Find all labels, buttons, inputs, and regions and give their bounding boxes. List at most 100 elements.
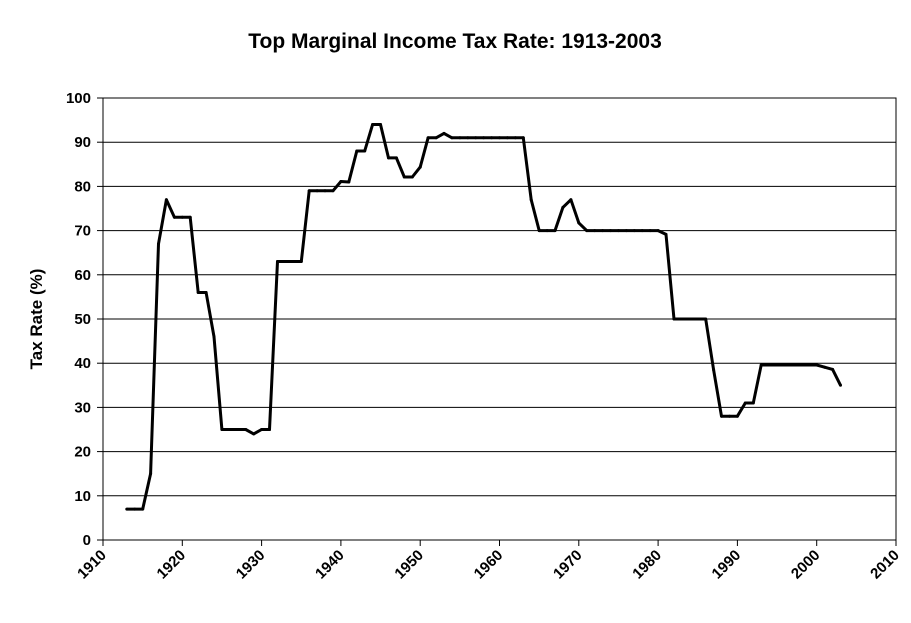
data-point-1943	[363, 149, 367, 153]
data-point-1921	[188, 215, 192, 219]
data-point-1917	[157, 242, 160, 246]
data-point-1995	[775, 363, 779, 367]
data-point-1941	[347, 180, 351, 184]
data-point-1936	[307, 189, 311, 193]
data-point-1967	[553, 229, 557, 233]
data-point-1922	[196, 291, 200, 294]
data-point-1966	[545, 229, 549, 233]
data-point-1988	[720, 414, 723, 418]
data-point-1971	[585, 229, 589, 233]
data-point-2003	[839, 383, 842, 387]
y-tick-label: 0	[83, 532, 91, 549]
data-point-1998	[799, 363, 803, 367]
y-tick-label: 80	[74, 178, 91, 195]
data-point-1934	[291, 260, 295, 263]
data-point-1942	[355, 149, 359, 153]
data-point-1973	[601, 229, 605, 233]
y-tick-label: 70	[74, 223, 91, 240]
x-tick-label: 1930	[233, 547, 269, 583]
data-point-1985	[696, 317, 700, 321]
data-point-1940	[339, 180, 343, 183]
data-point-1954	[450, 136, 454, 140]
data-point-1955	[458, 136, 462, 140]
data-point-1976	[624, 229, 628, 233]
x-axis-ticks: 1910 1920 1930 1940 1950 1960 1970 1980 1990 2000…	[74, 540, 903, 582]
data-point-1996	[783, 363, 787, 367]
y-tick-label: 20	[74, 444, 91, 461]
x-tick-label: 1980	[629, 547, 665, 583]
data-point-1970	[577, 221, 581, 225]
data-point-1986	[704, 317, 708, 321]
data-point-1959	[490, 136, 494, 140]
x-tick-label: 1920	[154, 547, 190, 583]
data-point-1975	[617, 229, 620, 233]
data-point-1991	[743, 401, 747, 405]
data-point-1990	[735, 414, 739, 418]
data-point-1956	[466, 136, 470, 140]
data-point-1958	[482, 136, 486, 140]
data-point-1926	[228, 428, 232, 431]
data-point-1925	[220, 428, 224, 431]
data-point-1935	[299, 260, 303, 263]
data-point-1968	[561, 205, 565, 209]
data-point-2002	[831, 367, 835, 371]
data-point-1997	[791, 363, 795, 367]
data-point-1918	[164, 198, 168, 202]
data-point-1969	[569, 198, 573, 202]
data-point-1980	[656, 229, 660, 233]
data-point-1953	[442, 131, 446, 135]
data-point-1963	[521, 136, 525, 140]
y-axis-label: Tax Rate (%)	[27, 269, 46, 370]
chart-title: Top Marginal Income Tax Rate: 1913-2003	[248, 30, 662, 53]
data-point-1984	[688, 317, 692, 321]
data-point-1916	[149, 472, 153, 476]
data-point-1929	[252, 432, 256, 436]
data-point-1937	[315, 189, 319, 193]
data-point-1978	[640, 229, 644, 233]
grid-lines	[103, 141, 896, 497]
data-point-1989	[728, 414, 731, 418]
data-point-1983	[680, 317, 684, 321]
data-point-1992	[751, 401, 755, 405]
series-data-points	[125, 123, 842, 511]
y-tick-label: 40	[74, 355, 91, 372]
x-tick-label: 1940	[312, 547, 348, 583]
data-point-1960	[498, 136, 501, 140]
data-point-1999	[807, 363, 811, 367]
data-point-1945	[379, 123, 382, 126]
data-point-1979	[648, 229, 652, 233]
x-tick-label: 1910	[74, 547, 110, 583]
data-point-1920	[180, 215, 184, 219]
x-tick-label: 1960	[471, 547, 507, 583]
data-point-1977	[632, 229, 636, 233]
y-tick-label: 10	[74, 488, 91, 505]
data-point-1974	[609, 229, 612, 233]
data-point-1962	[513, 136, 517, 140]
data-point-1965	[537, 229, 541, 233]
data-point-1952	[434, 136, 438, 140]
data-point-1950	[418, 165, 422, 169]
data-point-2000	[815, 363, 819, 367]
y-tick-label: 100	[66, 90, 91, 107]
data-point-1931	[268, 428, 271, 431]
data-point-1924	[212, 335, 216, 339]
data-point-1930	[260, 428, 264, 431]
data-point-1928	[244, 428, 248, 431]
data-point-1923	[204, 291, 208, 294]
data-point-1938	[323, 189, 327, 193]
data-point-1939	[331, 189, 335, 193]
data-point-1964	[529, 198, 533, 202]
data-point-2001	[823, 365, 827, 369]
data-point-1932	[276, 260, 279, 263]
data-point-1927	[236, 428, 240, 431]
x-tick-label: 1970	[550, 547, 586, 583]
y-tick-label: 90	[74, 134, 91, 151]
data-point-1914	[133, 507, 137, 511]
data-point-1994	[767, 363, 771, 367]
data-point-1981	[664, 232, 668, 236]
data-point-1919	[172, 215, 176, 219]
data-point-1946	[387, 156, 390, 160]
y-tick-label: 60	[74, 267, 91, 284]
data-point-1957	[474, 136, 478, 140]
